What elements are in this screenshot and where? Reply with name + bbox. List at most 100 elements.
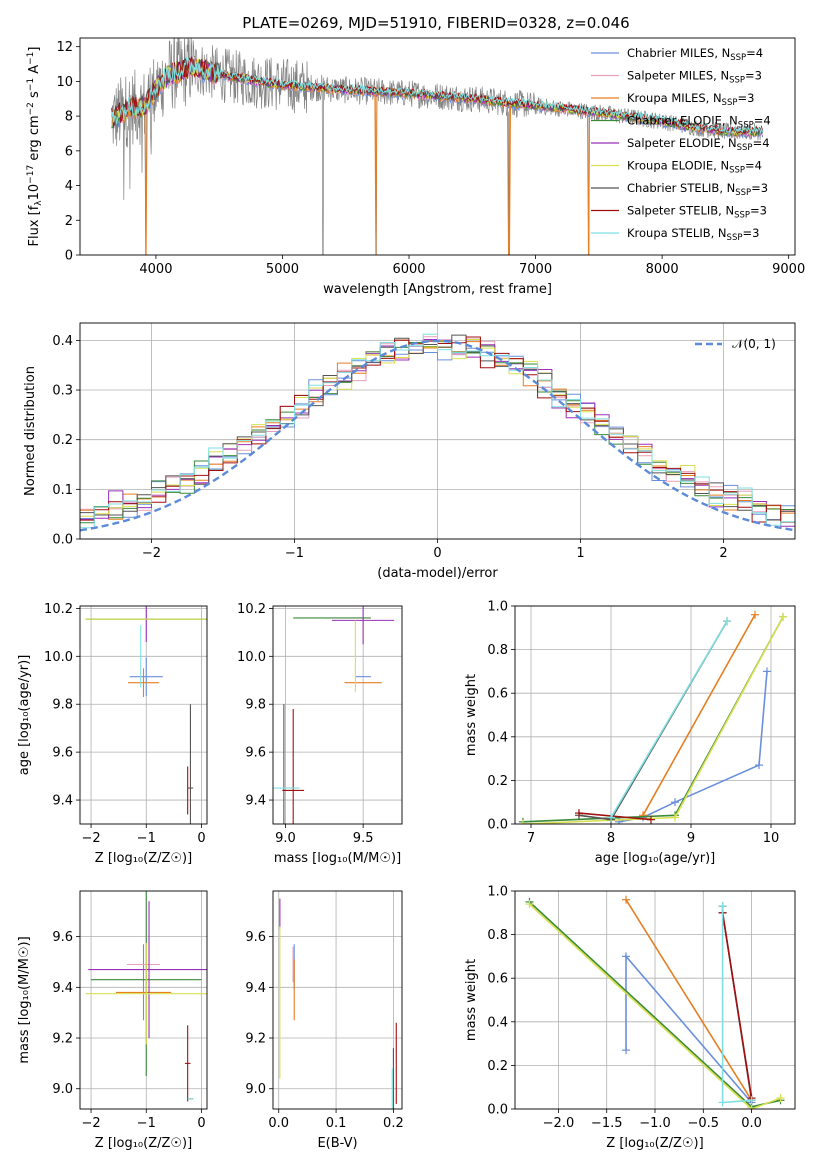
x-axis-label: mass [log₁₀(M/M☉)] [274,851,401,866]
x-tick-label: 0.0 [741,1116,762,1131]
plot-layer: 4000 5000 6000 7000 8000 9000024681012wavelen… [17,37,805,1151]
legend-entry-subscript: SSP [730,53,746,63]
legend-entry-label: Salpeter ELODIE, N [627,136,737,150]
x-tick-label: 0 [433,546,441,561]
x-tick-label: 7000 [519,262,552,277]
y-tick-label: 0.6 [487,972,508,987]
plot-area-residuals [80,333,795,532]
x-tick-label: −1.5 [591,1116,623,1131]
legend-entry: Chabrier ELODIE, NSSP=4 [627,114,771,131]
y-axis-label-part: 10 [27,184,42,201]
y-tick-label: 1.0 [487,885,508,900]
y-tick-label: 0.4 [487,1015,508,1030]
legend-entry-count: =4 [754,114,771,128]
y-tick-label: 10.2 [237,602,266,617]
legend-entry-count: =3 [737,91,754,105]
y-tick-label: 9.8 [52,698,73,713]
mass-weight-line [721,912,753,1099]
legend-entry-count: =4 [746,46,763,60]
axes-weight_vs_age: 7 8 9 10 0.0 0.2 0.4 0.6 0.8 1.0 age [log₁₀(age/yr… [464,600,796,866]
legend-entry-label: Kroupa ELODIE, N [627,159,729,173]
mass-weight-line [642,614,756,816]
legend-entry-count: =3 [751,181,768,195]
legend-entry: Salpeter STELIB, NSSP=3 [627,204,767,221]
axes-age_vs_mass: 9.0 9.5 9.4 9.6 9.8 10.0 10.2 mass [log₁₀(M/M☉)… [237,602,403,866]
y-axis-label: Flux [fλ10−17 erg cm−2 s−1 A−1] [26,47,44,247]
plot-area-spectrum [111,38,764,255]
x-tick-label: 9.5 [353,831,374,846]
x-tick-label: 0 [197,1116,205,1131]
mass-weight-line [528,903,781,1109]
axes-mass_vs_Z: −2 −1 0 9.0 9.2 9.4 9.6 Z [log₁₀(Z/Z☉)] mass [lo… [17,890,208,1151]
legend-entry-subscript: SSP [735,188,751,198]
x-tick-label: −1 [137,831,156,846]
legend-entry-label: Salpeter MILES, N [627,69,729,83]
x-tick-label: 9000 [772,262,805,277]
legend-entry-label: Salpeter STELIB, N [627,204,734,218]
axes-frame [79,890,208,1110]
y-axis-label-part: s [27,91,42,102]
y-tick-label: 9.4 [52,981,73,996]
y-tick-label: 9.0 [245,1082,266,1097]
legend-entry-count: =3 [745,69,762,83]
y-tick-label: 0 [65,249,73,264]
x-tick-label: 6000 [392,262,425,277]
y-axis-label: mass [log₁₀(M/M☉)] [17,936,32,1063]
legend-entry-subscript: SSP [729,76,745,86]
y-tick-label: 9.4 [52,794,73,809]
x-tick-label: 8 [607,831,615,846]
x-tick-label: 1 [576,546,584,561]
y-tick-label: 10.0 [44,650,73,665]
axes-frame [79,605,208,825]
plot-area-age_vs_mass [273,606,395,824]
y-axis-label-part: −17 [26,165,36,184]
axes-residuals: −2 −1 0 1 2 0.0 0.1 0.2 0.3 0.4 (data-model)/error… [23,322,796,581]
normal-curve-line [80,339,795,532]
axes-mass_vs_ebv: 0.0 0.1 0.2 9.0 9.2 9.4 9.6 E(B-V) [245,890,404,1151]
plot-area-mass_vs_Z [85,891,207,1102]
axes-spectrum: 4000 5000 6000 7000 8000 9000 0 2 4 6 8 10 12 wavelen… [26,37,805,297]
mass-weight-line [610,620,728,818]
y-tick-label: 0.4 [52,334,73,349]
y-tick-label: 9.0 [52,1082,73,1097]
legend-entry-subscript: SSP [738,121,754,131]
axes-frame [272,890,403,1110]
y-tick-label: 9.2 [245,1032,266,1047]
x-tick-label: −1.0 [639,1116,671,1131]
x-axis-label: wavelength [Angstrom, rest frame] [323,282,552,297]
y-tick-label: 0.8 [487,643,508,658]
legend-entry-subscript: SSP [729,166,745,176]
y-axis-label-part: −1 [26,52,36,65]
plot-area-mass_vs_ebv [279,898,397,1109]
x-tick-label: 7 [527,831,535,846]
legend-entry: Chabrier MILES, NSSP=4 [627,46,763,63]
histogram-step-line [80,347,795,520]
legend-entry: Kroupa STELIB, NSSP=3 [627,226,759,243]
x-tick-label: −2.0 [543,1116,575,1131]
legend-entry-count: =3 [750,204,767,218]
x-tick-label: 0.1 [326,1116,347,1131]
x-tick-label: −2 [81,831,100,846]
x-tick-label: 0.0 [268,1116,289,1131]
y-tick-label: 9.6 [245,930,266,945]
x-tick-label: 0 [197,831,205,846]
y-tick-label: 8 [65,110,73,125]
y-tick-label: 0.1 [52,483,73,498]
y-tick-label: 10 [56,75,73,90]
y-tick-label: 9.6 [245,746,266,761]
legend-entry-subscript: SSP [737,143,753,153]
x-tick-label: 8000 [646,262,679,277]
x-axis-label: Z [log₁₀(Z/Z☉)] [95,851,192,866]
x-tick-label: −1 [285,546,304,561]
plot-area-age_vs_Z [85,606,207,824]
x-tick-label: 9.0 [275,831,296,846]
x-tick-label: 2 [719,546,727,561]
legend-entry-subscript: SSP [722,98,738,108]
legend-entry-label: Chabrier MILES, N [627,46,730,60]
x-tick-label: 10 [763,831,780,846]
x-tick-label: 0.2 [383,1116,404,1131]
legend-entry: Salpeter MILES, NSSP=3 [627,69,762,86]
y-tick-label: 9.6 [52,930,73,945]
